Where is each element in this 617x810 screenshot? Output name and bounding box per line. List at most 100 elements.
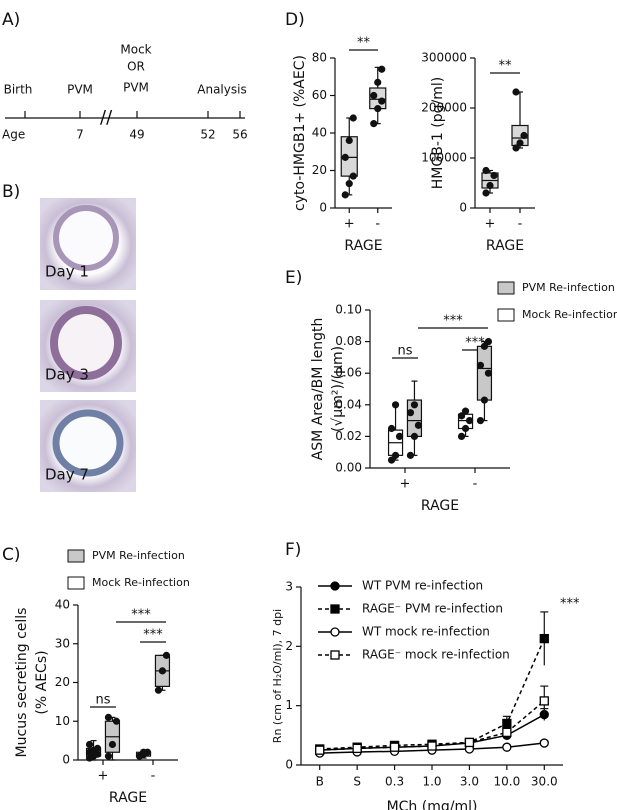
- x-tick-label: -: [375, 217, 380, 232]
- x-tick-label: 30.0: [531, 775, 558, 789]
- panel-label: A): [2, 10, 20, 30]
- x-tick-label: +: [485, 217, 496, 232]
- x-tick-label: +: [344, 217, 355, 232]
- data-point: [341, 191, 349, 199]
- axis-break: //: [100, 107, 113, 128]
- y-axis-label: ASM Area/BM length: [310, 318, 326, 461]
- airway: [53, 205, 119, 271]
- y-tick-label: 10: [55, 714, 70, 728]
- x-tick-label: 10.0: [493, 775, 520, 789]
- data-point: [374, 105, 382, 113]
- x-axis-label: RAGE: [109, 790, 147, 806]
- marker: [427, 741, 437, 751]
- data-point: [387, 456, 396, 464]
- significance-label: ***: [131, 608, 151, 623]
- x-tick-label: B: [316, 775, 324, 789]
- y-tick-label: 20: [55, 675, 70, 689]
- panel-label: C): [2, 545, 21, 565]
- y-tick-label: 0.06: [335, 366, 362, 380]
- y-tick-label: 0.08: [335, 334, 362, 348]
- significance-label: ***: [560, 597, 580, 612]
- legend-marker: [330, 604, 340, 614]
- legend-label: RAGE⁻ mock re-infection: [362, 648, 510, 662]
- data-point: [516, 139, 524, 147]
- micrograph-images: [40, 198, 136, 492]
- legend-label: WT mock re-infection: [362, 625, 490, 639]
- data-point: [480, 342, 489, 350]
- y-tick-label: 30: [55, 636, 70, 650]
- y-axis-label: (√µm²)/(µm): [330, 346, 346, 432]
- data-point: [162, 651, 171, 659]
- x-axis-label: RAGE: [344, 238, 382, 254]
- data-point: [395, 432, 404, 440]
- data-point: [465, 417, 474, 425]
- timeline-event: PVM: [67, 83, 93, 97]
- timeline-event: Birth: [4, 83, 33, 97]
- micrograph-label: Day 3: [45, 366, 89, 384]
- y-tick-label: 0.10: [335, 303, 362, 317]
- y-tick-label: 40: [312, 126, 327, 140]
- y-axis-label: (% AECs): [34, 650, 50, 714]
- panel-label: D): [285, 10, 305, 30]
- x-axis-label: RAGE: [421, 498, 459, 514]
- data-point: [482, 189, 490, 197]
- legend-swatch: [67, 549, 85, 563]
- data-point: [476, 361, 485, 369]
- y-tick-label: 0.02: [335, 429, 362, 443]
- marker: [502, 727, 512, 738]
- marker: [352, 743, 362, 754]
- data-point: [104, 713, 113, 721]
- x-tick-label: -: [518, 217, 523, 232]
- data-point: [480, 396, 489, 404]
- y-tick-label: 2: [285, 639, 293, 653]
- age-value: 7: [76, 128, 84, 142]
- data-point: [378, 65, 386, 73]
- significance-label: ***: [443, 314, 463, 329]
- panel-label: B): [2, 182, 20, 202]
- x-tick-label: 1.0: [422, 775, 441, 789]
- x-tick-label: S: [353, 775, 361, 789]
- x-axis-label: MCh (mg/ml): [387, 799, 478, 810]
- data-point: [406, 409, 415, 417]
- x-axis-label: RAGE: [486, 238, 524, 254]
- timeline-event: Mock: [120, 43, 151, 57]
- y-tick-label: 100000: [421, 151, 467, 165]
- legend-swatch: [67, 576, 85, 590]
- data-point: [345, 136, 353, 145]
- legend-swatch: [497, 281, 515, 295]
- data-point: [139, 748, 148, 756]
- y-tick-label: 200000: [421, 101, 467, 115]
- timeline-event: Analysis: [197, 83, 246, 97]
- x-tick-label: 3.0: [460, 775, 479, 789]
- data-point: [341, 153, 349, 161]
- data-point: [387, 424, 396, 433]
- data-point: [414, 421, 423, 429]
- y-tick-label: 3: [285, 580, 293, 594]
- data-point: [104, 752, 113, 760]
- data-point: [410, 432, 419, 440]
- y-tick-label: 0: [285, 758, 293, 772]
- data-point: [482, 166, 490, 175]
- y-axis-label: HMGB-1 (pg/ml): [430, 77, 446, 189]
- data-point: [349, 114, 357, 122]
- y-tick-label: 1: [285, 698, 293, 712]
- y-axis-label: Mucus secreting cells: [14, 608, 30, 758]
- significance-label: **: [499, 59, 513, 74]
- data-point: [370, 91, 378, 100]
- timeline-event: OR: [127, 60, 145, 74]
- y-tick-label: 40: [55, 598, 70, 612]
- box: [340, 136, 358, 177]
- data-point: [112, 717, 121, 725]
- marker: [315, 745, 325, 755]
- data-point: [108, 740, 117, 749]
- data-point: [406, 451, 415, 459]
- marker: [539, 633, 549, 644]
- data-point: [486, 181, 494, 190]
- panel-label: E): [285, 268, 302, 288]
- y-axis-label: cyto-HMGB1+ (%AEC): [292, 55, 308, 211]
- data-point: [457, 412, 466, 420]
- data-point: [484, 338, 493, 346]
- panel-label: F): [285, 540, 301, 560]
- data-point: [512, 88, 520, 96]
- data-point: [85, 740, 94, 749]
